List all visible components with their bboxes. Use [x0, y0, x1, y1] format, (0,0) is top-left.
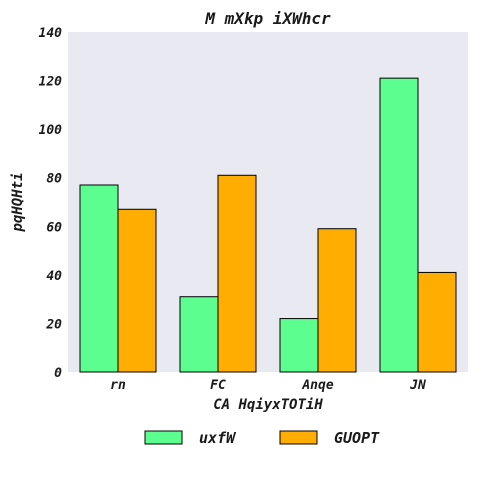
bar-uxfW-JN — [379, 77, 419, 373]
bar-GUOPT-rn — [117, 208, 157, 373]
y-tick-label: 0 — [54, 366, 62, 381]
chart-title: M mXkp iXWhcr — [204, 9, 331, 28]
bar-uxfW-rn — [79, 184, 119, 373]
legend-label: GUOPT — [334, 429, 380, 447]
y-axis-label: pqHQHti — [10, 172, 26, 232]
bars — [79, 77, 457, 373]
y-tick-label: 20 — [45, 317, 62, 332]
y-tick-label: 120 — [39, 75, 63, 90]
bar-GUOPT-JN — [417, 271, 457, 373]
x-tick-label: rn — [110, 378, 126, 393]
x-tick-label: FC — [210, 378, 226, 393]
bar-GUOPT-FC — [217, 174, 257, 373]
x-axis-ticks: rn FC Anqe JN — [110, 378, 426, 393]
y-tick-label: 40 — [46, 269, 62, 284]
bar-uxfW-FC — [179, 296, 219, 373]
x-tick-label: JN — [409, 378, 426, 393]
bar-GUOPT-Anqe — [317, 228, 357, 373]
legend-label: uxfW — [199, 429, 237, 447]
x-axis-label: CA HqiyxTOTiH — [213, 397, 323, 413]
y-tick-label: 80 — [46, 172, 62, 187]
legend-swatch-uxfW — [144, 430, 183, 445]
y-axis-ticks: 0 20 40 60 80 100 120 140 — [39, 26, 63, 381]
x-tick-label: Anqe — [301, 378, 333, 393]
y-tick-label: 60 — [46, 220, 62, 235]
legend: uxfW GUOPT — [144, 429, 380, 447]
y-tick-label: 140 — [39, 26, 63, 41]
bar-uxfW-Anqe — [279, 318, 319, 373]
y-tick-label: 100 — [39, 123, 63, 138]
legend-swatch-GUOPT — [279, 430, 318, 445]
